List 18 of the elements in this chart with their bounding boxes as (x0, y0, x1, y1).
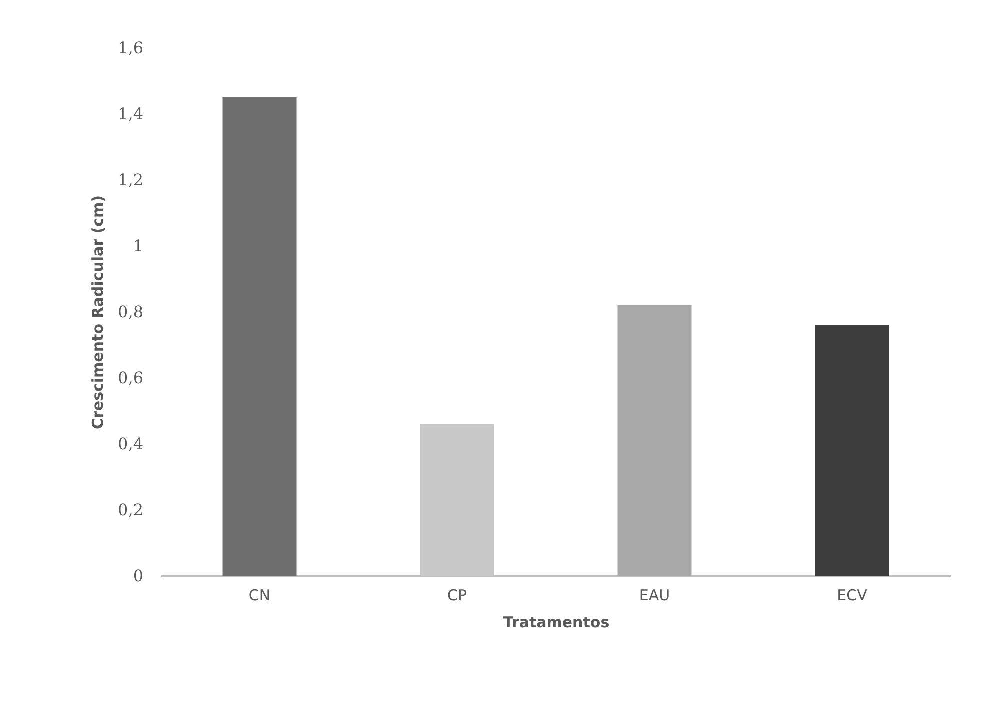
y-tick-label: 1,2 (118, 170, 144, 190)
y-tick-label: 0,6 (118, 368, 144, 388)
y-tick-label: 0,8 (118, 302, 144, 322)
y-tick-label: 0,4 (118, 434, 144, 454)
y-tick-label: 0 (133, 566, 144, 586)
x-axis-title: Tratamentos (503, 614, 610, 632)
y-tick-label: 1,6 (118, 38, 144, 58)
x-tick-label: ECV (837, 586, 868, 604)
y-axis-title: Crescimento Radicular (cm) (89, 196, 108, 430)
bar (815, 325, 890, 576)
x-tick-label: CN (248, 586, 271, 604)
bar (618, 305, 692, 576)
y-tick-label: 0,2 (118, 500, 144, 520)
x-tick-label: EAU (639, 586, 670, 604)
y-tick-label: 1,4 (118, 104, 144, 124)
y-tick-label: 1 (133, 236, 144, 256)
x-tick-label: CP (447, 586, 468, 604)
bar (222, 98, 297, 576)
